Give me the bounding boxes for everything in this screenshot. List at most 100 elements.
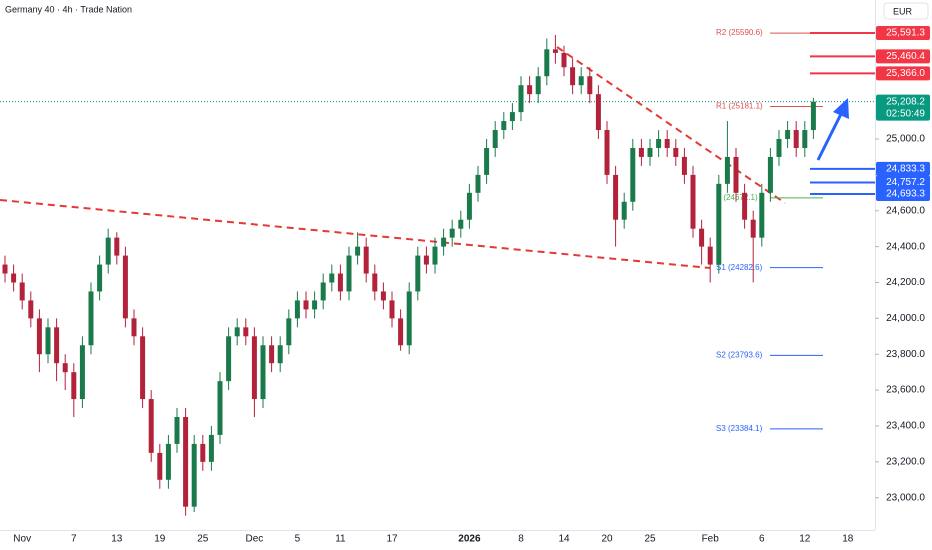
x-tick-label: 18 <box>842 534 854 545</box>
candle-body <box>36 318 42 355</box>
last-price-tag <box>876 94 930 121</box>
candle-body <box>140 336 146 400</box>
last-price-label: 25,208.2 <box>886 96 925 107</box>
candle-body <box>449 228 455 238</box>
candle-body <box>97 264 103 292</box>
candle-body <box>535 76 541 95</box>
currency-box[interactable] <box>883 2 929 20</box>
price-tag <box>876 25 930 40</box>
candle-body <box>226 336 232 382</box>
currency: EUR <box>893 6 913 16</box>
price-tag-label: 25,460.4 <box>886 51 925 62</box>
candle-body <box>759 192 765 238</box>
candle-body <box>638 147 644 157</box>
y-tick-label: 23,800.0 <box>886 349 925 360</box>
candle-body <box>79 345 85 400</box>
y-tick-label: 23,200.0 <box>886 456 925 467</box>
candle-body <box>664 139 670 148</box>
x-tick-label: Nov <box>13 534 31 545</box>
candle-body <box>595 94 601 131</box>
pivot-label: R1 (25181.1) <box>716 102 763 111</box>
x-tick-label: 7 <box>71 534 77 545</box>
candle-body <box>380 291 386 301</box>
candle-body <box>690 174 696 229</box>
price-tag-label: 24,757.2 <box>886 177 925 188</box>
candle-body <box>647 147 653 157</box>
candle-body <box>398 318 404 346</box>
candle-body <box>148 399 154 453</box>
candle-body <box>320 282 326 301</box>
candle-body <box>45 327 51 355</box>
x-tick-label: 25 <box>197 534 209 545</box>
candle-body <box>810 101 816 131</box>
arrow <box>816 109 845 161</box>
candle-body <box>509 112 515 122</box>
candle-body <box>157 452 163 480</box>
candle-body <box>561 52 567 68</box>
candle-body <box>54 327 60 364</box>
candle-body <box>183 417 189 507</box>
candle-body <box>200 443 206 462</box>
x-tick-label: Dec <box>246 534 264 545</box>
candle-body <box>716 183 722 265</box>
candle-body <box>312 300 318 310</box>
candle-body <box>630 147 636 202</box>
candle-body <box>286 318 292 346</box>
candle-body <box>501 121 507 131</box>
candle-body <box>604 130 610 175</box>
candle-body <box>793 130 799 148</box>
y-tick-label: 24,400.0 <box>886 241 925 252</box>
candle-body <box>11 273 17 283</box>
candle-body <box>28 300 34 319</box>
x-tick-label: 17 <box>386 534 398 545</box>
candle-body <box>570 67 576 86</box>
candle-body <box>191 443 197 507</box>
price-tag <box>876 66 930 81</box>
candle-body <box>767 156 773 193</box>
candle-body <box>88 291 94 346</box>
trend-line <box>556 46 786 204</box>
candle-body <box>776 139 782 157</box>
x-tick-label: 13 <box>111 534 123 545</box>
y-tick-label: 24,200.0 <box>886 277 925 288</box>
candle-body <box>260 345 266 400</box>
candle-body <box>475 174 481 193</box>
price-tag-label: 24,693.3 <box>886 189 925 200</box>
pivot-label: S2 (23793.6) <box>716 350 763 359</box>
candle-body <box>217 381 223 435</box>
x-tick-label: 12 <box>799 534 811 545</box>
candle-body <box>131 318 137 337</box>
price-tag-label: 24,833.3 <box>886 164 925 175</box>
x-tick-label: 2026 <box>458 534 481 545</box>
x-tick-label: Feb <box>702 534 720 545</box>
price-tag <box>876 187 930 202</box>
candle-body <box>707 246 713 265</box>
candle-body <box>699 228 705 247</box>
x-tick-label: 20 <box>601 534 613 545</box>
y-tick-label: 24,600.0 <box>886 205 925 216</box>
candle-body <box>785 130 791 140</box>
candle-body <box>552 49 558 53</box>
candle-body <box>19 282 25 301</box>
pivot-label: P (24672.1) <box>716 193 758 202</box>
candle-body <box>389 300 395 319</box>
candle-body <box>62 363 68 373</box>
price-tag <box>876 175 930 190</box>
candle-body <box>355 246 361 256</box>
candle-body <box>372 273 378 292</box>
candle-body <box>578 76 584 86</box>
candle-body <box>587 76 593 95</box>
x-tick-label: 25 <box>644 534 656 545</box>
candle-body <box>346 255 352 292</box>
candle-body <box>234 327 240 337</box>
price-tag-label: 25,591.3 <box>886 28 925 39</box>
candle-body <box>303 300 309 310</box>
candle-body <box>544 49 550 77</box>
pivot-label: S3 (23384.1) <box>716 424 763 433</box>
candle-body <box>484 147 490 175</box>
candle-body <box>656 139 662 148</box>
price-tag-label: 25,366.0 <box>886 68 925 79</box>
candle-body <box>458 219 464 229</box>
candle-body <box>518 85 524 113</box>
